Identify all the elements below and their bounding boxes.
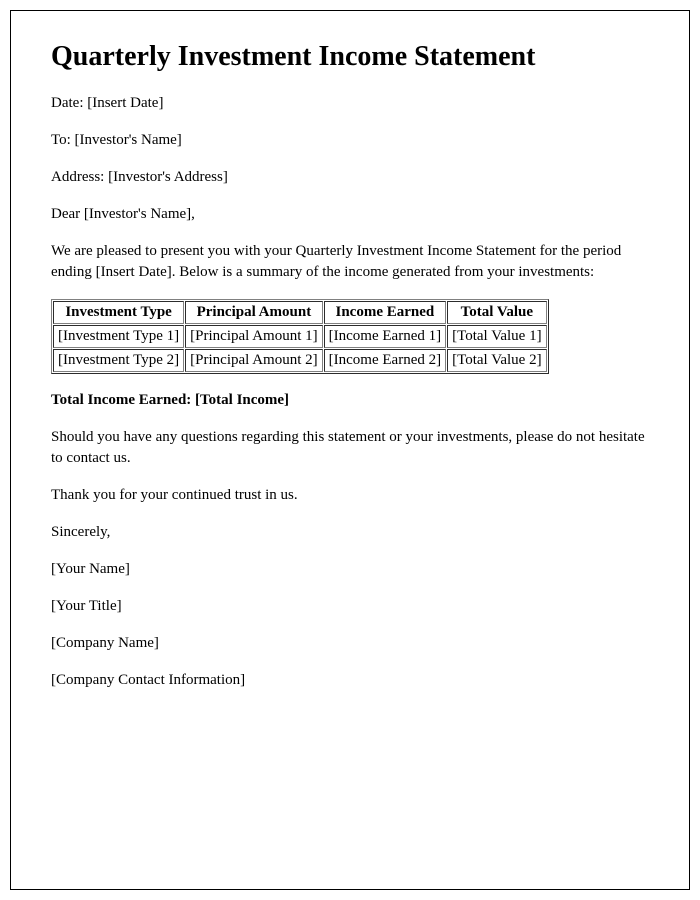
salutation-suffix: , — [191, 206, 195, 222]
cell-investment-type: [Investment Type 1] — [53, 325, 184, 348]
cell-income-earned: [Income Earned 2] — [324, 349, 446, 372]
intro-paragraph: We are pleased to present you with your … — [51, 241, 649, 283]
cell-total-value: [Total Value 1] — [447, 325, 546, 348]
table-row: [Investment Type 2] [Principal Amount 2]… — [53, 349, 547, 372]
col-principal-amount: Principal Amount — [185, 301, 323, 324]
page-title: Quarterly Investment Income Statement — [51, 41, 649, 73]
salutation-line: Dear [Investor's Name], — [51, 204, 649, 225]
date-label: Date: — [51, 95, 87, 111]
cell-income-earned: [Income Earned 1] — [324, 325, 446, 348]
address-line: Address: [Investor's Address] — [51, 167, 649, 188]
document-page: Quarterly Investment Income Statement Da… — [10, 10, 690, 890]
intro-period: [Insert Date] — [96, 264, 172, 280]
cell-principal-amount: [Principal Amount 1] — [185, 325, 323, 348]
to-value: [Investor's Name] — [75, 132, 182, 148]
closing-paragraph-2: Thank you for your continued trust in us… — [51, 485, 649, 506]
col-income-earned: Income Earned — [324, 301, 446, 324]
address-label: Address: — [51, 169, 108, 185]
salutation-name: [Investor's Name] — [84, 206, 191, 222]
cell-investment-type: [Investment Type 2] — [53, 349, 184, 372]
signer-title: [Your Title] — [51, 596, 649, 617]
intro-part2: . Below is a summary of the income gener… — [172, 264, 594, 280]
date-value: [Insert Date] — [87, 95, 163, 111]
closing-paragraph-1: Should you have any questions regarding … — [51, 427, 649, 469]
investment-table: Investment Type Principal Amount Income … — [51, 299, 549, 374]
signer-name: [Your Name] — [51, 559, 649, 580]
to-line: To: [Investor's Name] — [51, 130, 649, 151]
table-row: [Investment Type 1] [Principal Amount 1]… — [53, 325, 547, 348]
col-total-value: Total Value — [447, 301, 546, 324]
cell-principal-amount: [Principal Amount 2] — [185, 349, 323, 372]
address-value: [Investor's Address] — [108, 169, 228, 185]
total-label: Total Income Earned: — [51, 392, 195, 408]
to-label: To: — [51, 132, 75, 148]
total-value: [Total Income] — [195, 392, 289, 408]
signer-contact: [Company Contact Information] — [51, 670, 649, 691]
cell-total-value: [Total Value 2] — [447, 349, 546, 372]
signer-company: [Company Name] — [51, 633, 649, 654]
date-line: Date: [Insert Date] — [51, 93, 649, 114]
table-header-row: Investment Type Principal Amount Income … — [53, 301, 547, 324]
signoff: Sincerely, — [51, 522, 649, 543]
total-line: Total Income Earned: [Total Income] — [51, 390, 649, 411]
col-investment-type: Investment Type — [53, 301, 184, 324]
salutation-prefix: Dear — [51, 206, 84, 222]
